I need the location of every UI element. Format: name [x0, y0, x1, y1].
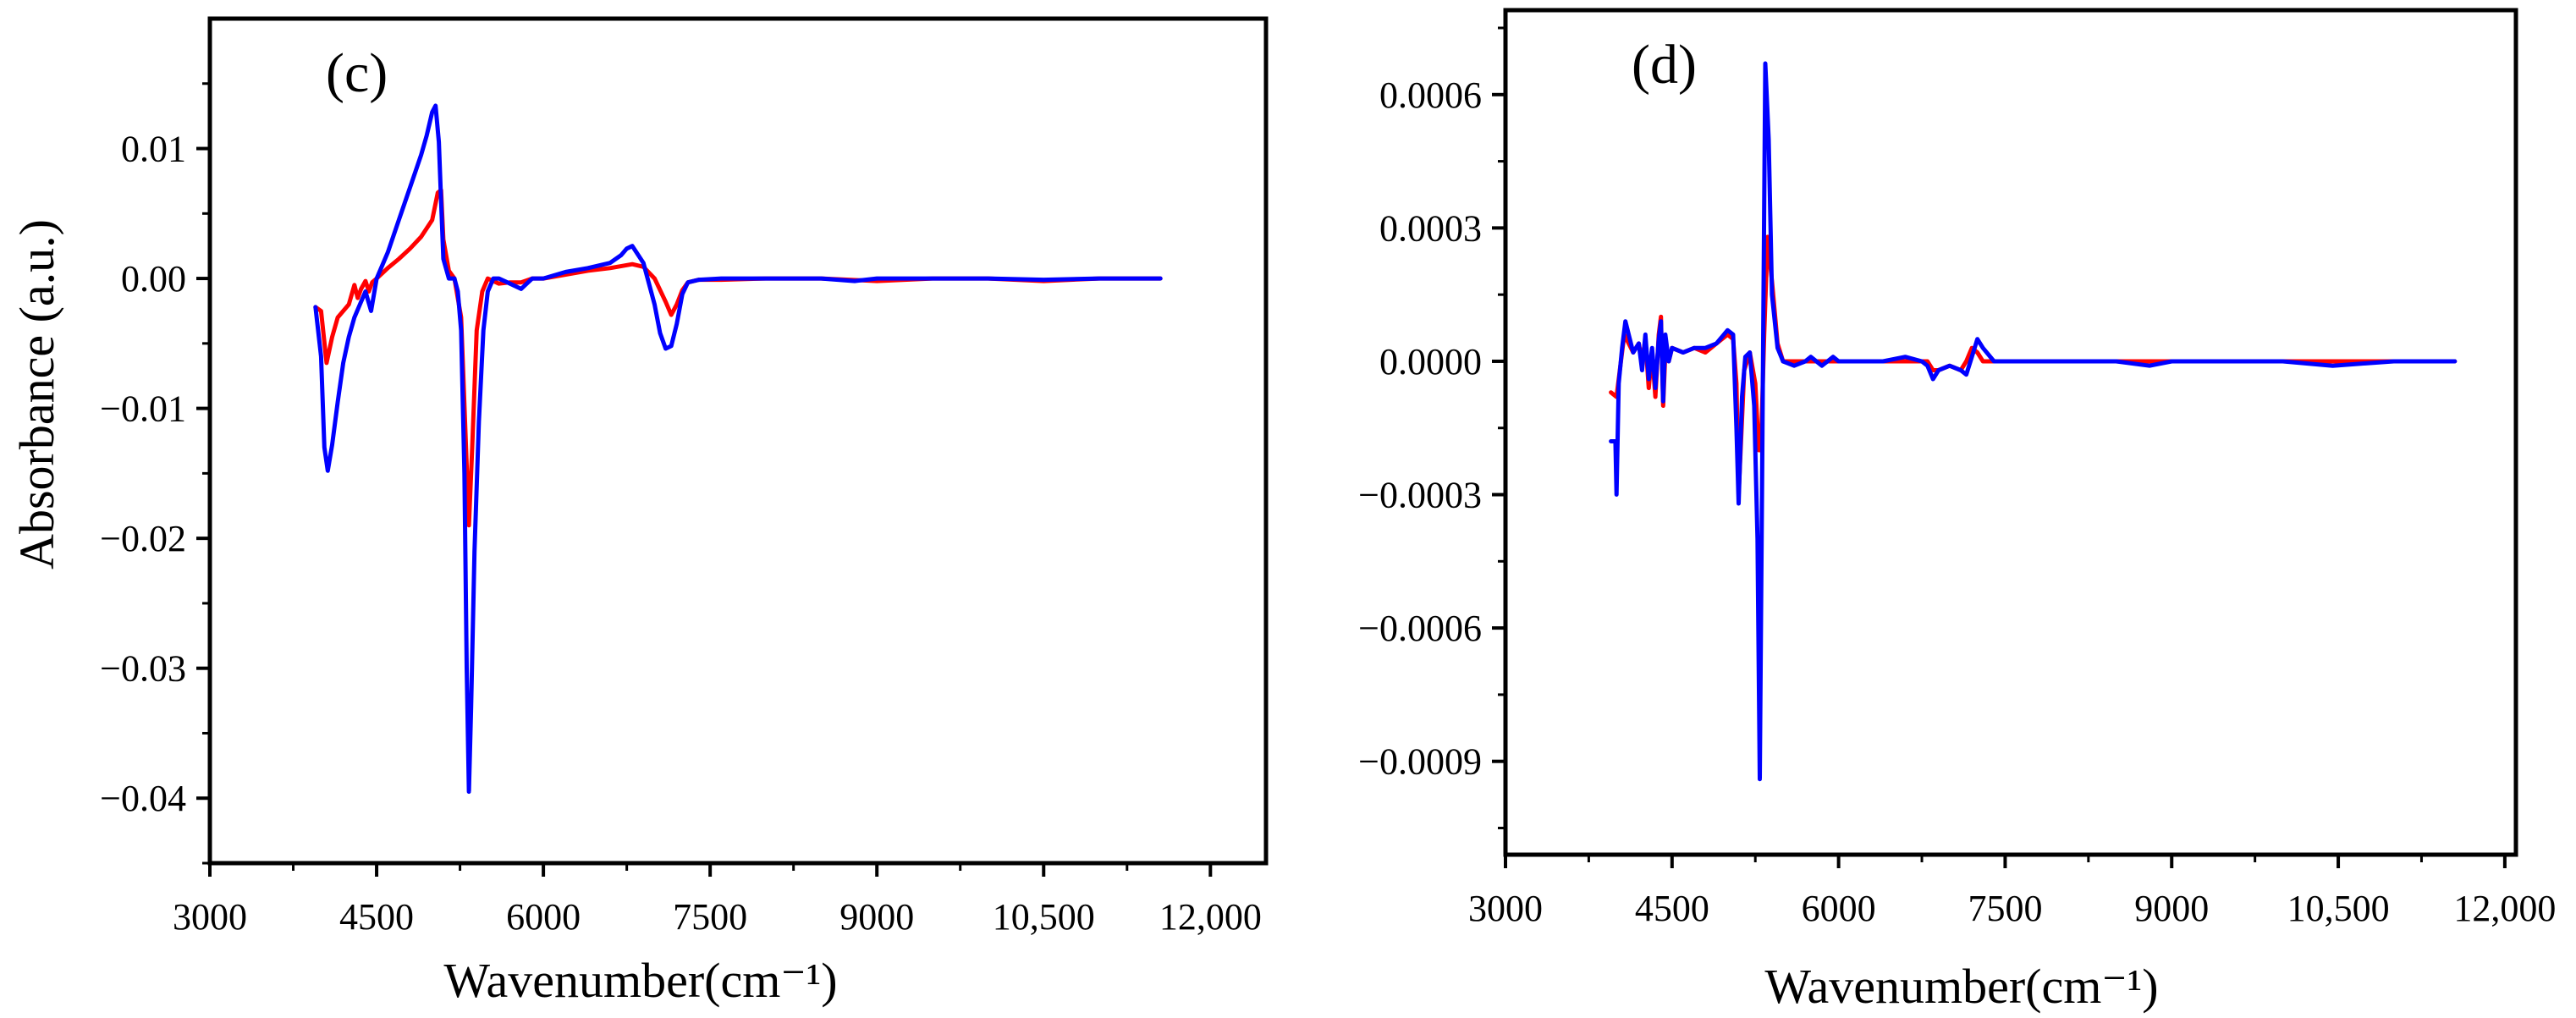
panel-c-x-tick-label: 12,000 [1159, 896, 1262, 938]
panel-d-x-tick-label: 12,000 [2453, 888, 2556, 929]
panel-c-plot-frame [207, 16, 1269, 866]
panel-c-series-line-2 [313, 103, 1163, 795]
panel-c-x-tick-label: 3000 [173, 896, 247, 938]
panel-d-x-tick-label: 3000 [1468, 888, 1543, 929]
panel-c-x-tick-label: 7500 [673, 896, 747, 938]
panel-d-y-tick-label: 0.0006 [1379, 74, 1482, 116]
panel-c-x-ticks: 3000 4500 6000 7500 9000 10,500 12,000 [173, 863, 1262, 938]
panel-c-y-ticks: 0.01 0.00 −0.01 −0.02 −0.03 −0.04 [100, 82, 210, 865]
panel-c-x-axis-title: Wavenumber(cm⁻¹) [443, 953, 837, 1008]
panel-d-x-tick-label: 4500 [1635, 888, 1709, 929]
panel-d-y-tick-label: −0.0009 [1358, 741, 1482, 783]
panel-d-plot-frame [1503, 8, 2518, 857]
panel-c-x-tick-label: 10,500 [993, 896, 1095, 938]
panel-d-label: (d) [1632, 34, 1697, 96]
panel-d-y-ticks: 0.0006 0.0003 0.0000 −0.0003 −0.0006 −0.0009 [1358, 26, 1505, 829]
panel-d-x-tick-label: 7500 [1968, 888, 2042, 929]
panel-d-x-tick-label: 9000 [2134, 888, 2209, 929]
panel-c-x-tick-label: 6000 [506, 896, 581, 938]
panel-c-y-tick-label: −0.04 [100, 778, 186, 819]
panel-d-y-tick-label: 0.0003 [1379, 207, 1482, 249]
panel-d-y-tick-label: −0.0006 [1358, 608, 1482, 649]
panel-d-y-tick-label: 0.0000 [1379, 341, 1482, 382]
panel-d-x-tick-label: 6000 [1802, 888, 1876, 929]
panel-c-series [313, 103, 1163, 795]
panel-c-y-tick-label: −0.03 [100, 648, 186, 690]
panel-d-x-axis-title: Wavenumber(cm⁻¹) [1764, 959, 2158, 1014]
panel-d: 3000 4500 6000 7500 9000 10,500 12,000 0.00060… [1358, 8, 2556, 1014]
panel-d-x-tick-label: 10,500 [2287, 888, 2390, 929]
panel-c-x-tick-label: 4500 [339, 896, 414, 938]
panel-d-y-tick-label: −0.0003 [1358, 475, 1482, 516]
panel-c-label: (c) [326, 42, 388, 104]
panel-c-y-tick-label: −0.01 [100, 388, 186, 430]
panel-c-x-tick-label: 9000 [839, 896, 914, 938]
panel-c-y-tick-label: −0.02 [100, 518, 186, 559]
panel-d-series [1609, 61, 2458, 782]
panel-c-y-tick-label: 0.01 [121, 129, 186, 170]
panel-d-series-line-2 [1609, 61, 2458, 782]
panel-c-y-axis-title: Absorbance (a.u.) [9, 219, 64, 570]
panel-c: 3000 4500 6000 7500 9000 10,500 12,000 0.010.0… [9, 16, 1269, 1008]
panel-c-y-tick-label: 0.00 [121, 258, 186, 300]
panel-d-x-ticks: 3000 4500 6000 7500 9000 10,500 12,000 [1468, 855, 2556, 929]
